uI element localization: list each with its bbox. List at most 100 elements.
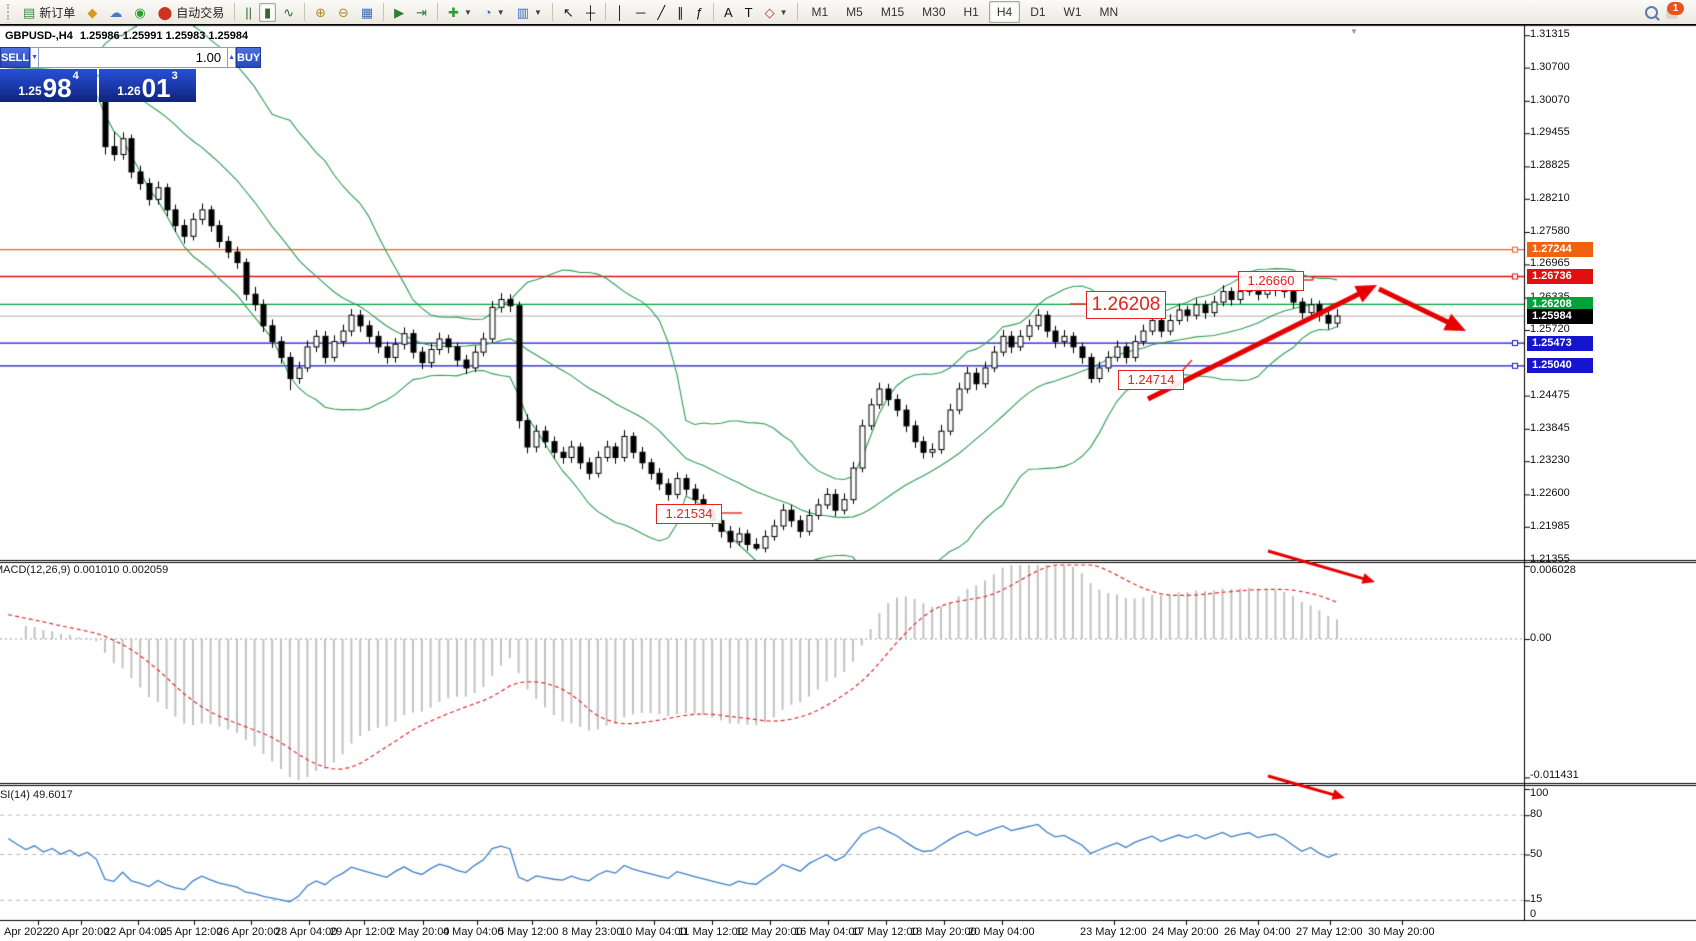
rsi-axis-label: 15 — [1530, 893, 1543, 906]
arrows-tool-dropdown-icon[interactable]: ▼ — [779, 7, 788, 17]
price-tag-1.25040: 1.25040 — [1527, 358, 1593, 374]
chart-shift-button[interactable]: ⇥ — [411, 3, 432, 22]
horizontal-line-tool-icon: ─ — [636, 4, 646, 20]
price-annotation-box[interactable]: 1.26660 — [1238, 271, 1304, 291]
main-toolbar: ▤ 新订单 ◆ ☁ ◉ ⬤ 自动交易 || ▮ ∿ ⊕ ⊖ ▦ ▶ ⇥ ✚ ▼ ◔ ▼ ▥ ▼ ↖ ┼ │ ─ ╱ ∥ ƒ A T ◇ ▼ M1… — [0, 0, 1696, 25]
search-icon[interactable] — [1645, 5, 1658, 19]
price-tick-label: 1.22600 — [1530, 487, 1570, 500]
candlestick-mode-button[interactable]: ▮ — [259, 2, 277, 22]
time-axis-label: 11 May 12:00 — [678, 926, 744, 938]
periods-button[interactable]: ◔ ▼ — [479, 3, 510, 22]
timeframe-m1-button[interactable]: M1 — [811, 5, 829, 19]
horizontal-line-tool-button[interactable]: ─ — [631, 3, 650, 22]
auto-scroll-icon: ▶ — [394, 4, 405, 20]
crosshair-tool-button[interactable]: ┼ — [581, 3, 600, 22]
market-watch-button[interactable]: ◆ — [82, 3, 102, 22]
toolbar-separator — [551, 3, 553, 21]
crosshair-tool-icon: ┼ — [585, 4, 596, 20]
time-axis-label: 12 May 20:00 — [736, 926, 803, 938]
price-tick-label: 1.31315 — [1530, 28, 1570, 41]
zoom-in-button[interactable]: ⊕ — [310, 3, 331, 22]
timeframe-d1-button[interactable]: D1 — [1030, 5, 1046, 19]
signals-icon: ◉ — [134, 4, 146, 20]
time-axis-label: 29 Apr 12:00 — [330, 926, 393, 938]
fibonacci-tool-icon: ƒ — [695, 4, 703, 20]
rsi-axis-label: 80 — [1530, 808, 1543, 821]
timeframe-h4-button[interactable]: H4 — [988, 1, 1021, 23]
time-axis-label: 28 Apr 04:00 — [275, 926, 338, 938]
zoom-out-button[interactable]: ⊖ — [333, 3, 354, 22]
new-chart-dropdown-icon[interactable]: ▼ — [463, 7, 472, 17]
price-tag-1.26208: 1.26208 — [1527, 296, 1593, 312]
toolbar-separator — [383, 3, 385, 21]
price-tag-1.25473: 1.25473 — [1527, 335, 1593, 351]
line-chart-mode-icon: ∿ — [283, 4, 295, 20]
cursor-tool-button[interactable]: ↖ — [558, 3, 579, 22]
toolbar-grip[interactable] — [7, 4, 13, 20]
buy-button[interactable]: BUY — [236, 47, 262, 68]
buy-price-big: 01 — [141, 73, 171, 103]
time-axis-label: 27 May 12:00 — [1296, 926, 1363, 938]
navigator-button[interactable]: ☁ — [104, 3, 127, 22]
timeframe-m15-button[interactable]: M15 — [880, 5, 905, 19]
sell-button[interactable]: SELL — [0, 47, 31, 68]
buy-price-display[interactable]: 1.26 01 3 — [99, 69, 196, 102]
price-annotation-box[interactable]: 1.24714 — [1118, 370, 1184, 390]
sell-price-display[interactable]: 1.25 98 4 — [0, 69, 97, 102]
time-axis-label: Apr 2022 — [4, 926, 49, 938]
chart-shift-marker-icon: ▼ — [1350, 27, 1358, 36]
bar-chart-mode-icon: || — [245, 4, 252, 20]
timeframe-h1-button[interactable]: H1 — [963, 5, 979, 19]
notifications-icon[interactable]: 1 — [1666, 2, 1684, 19]
price-tick-label: 1.25720 — [1530, 323, 1570, 335]
price-annotation-box[interactable]: 1.21534 — [656, 504, 722, 524]
trendline-tool-button[interactable]: ╱ — [652, 3, 670, 22]
timeframe-m30-button[interactable]: M30 — [922, 5, 946, 19]
rsi-axis-label: 50 — [1530, 847, 1543, 860]
sell-price-sup: 4 — [72, 70, 79, 82]
trendline-tool-icon: ╱ — [657, 4, 666, 20]
templates-icon: ▥ — [516, 4, 529, 20]
volume-increase-button[interactable]: ▲ — [227, 47, 236, 68]
periods-dropdown-icon[interactable]: ▼ — [496, 7, 505, 17]
templates-dropdown-icon[interactable]: ▼ — [533, 7, 542, 17]
templates-button[interactable]: ▥ ▼ — [512, 3, 547, 22]
time-axis-label: 20 Apr 20:00 — [47, 926, 110, 938]
price-tick-label: 1.21355 — [1530, 553, 1570, 565]
new-order-button[interactable]: ▤ 新订单 — [18, 1, 80, 24]
signals-button[interactable]: ◉ — [129, 3, 150, 22]
bar-chart-mode-button[interactable]: || — [240, 3, 257, 22]
sell-price-big: 98 — [42, 73, 72, 103]
text-label-tool-icon: T — [744, 4, 753, 20]
volume-decrease-button[interactable]: ▼ — [30, 47, 40, 68]
new-chart-button[interactable]: ✚ ▼ — [443, 3, 477, 22]
timeframe-mn-button[interactable]: MN — [1099, 5, 1119, 19]
channel-tool-button[interactable]: ∥ — [672, 3, 689, 22]
arrows-tool-button[interactable]: ◇ ▼ — [760, 3, 793, 22]
macd-indicator-label: MACD(12,26,9) 0.001010 0.002059 — [0, 564, 169, 576]
toolbar-separator — [304, 3, 306, 21]
price-tick-label: 1.29455 — [1530, 126, 1570, 139]
timeframe-m5-button[interactable]: M5 — [846, 5, 863, 19]
auto-trading-button[interactable]: ⬤ 自动交易 — [153, 1, 230, 24]
toolbar-separator — [712, 3, 714, 21]
time-axis-label: 2 May 20:00 — [389, 926, 450, 938]
time-axis-label: 22 Apr 04:00 — [104, 926, 167, 938]
timeframe-w1-button[interactable]: W1 — [1063, 5, 1082, 19]
macd-axis-label: -0.011431 — [1530, 769, 1579, 781]
toolbar-separator — [797, 3, 799, 21]
fibonacci-tool-button[interactable]: ƒ — [691, 3, 708, 22]
price-tick-label: 1.26965 — [1530, 257, 1570, 270]
volume-input[interactable] — [39, 47, 228, 68]
vertical-line-tool-button[interactable]: │ — [611, 3, 629, 22]
line-chart-mode-button[interactable]: ∿ — [278, 3, 299, 22]
price-tick-label: 1.28825 — [1530, 159, 1570, 172]
text-tool-button[interactable]: A — [719, 3, 738, 22]
tile-windows-button[interactable]: ▦ — [356, 3, 378, 22]
text-label-tool-button[interactable]: T — [740, 3, 758, 22]
price-annotation-box[interactable]: 1.26208 — [1086, 291, 1166, 319]
price-tick-label: 1.24475 — [1530, 388, 1570, 401]
toolbar-separator — [437, 3, 439, 21]
auto-scroll-button[interactable]: ▶ — [389, 3, 409, 22]
